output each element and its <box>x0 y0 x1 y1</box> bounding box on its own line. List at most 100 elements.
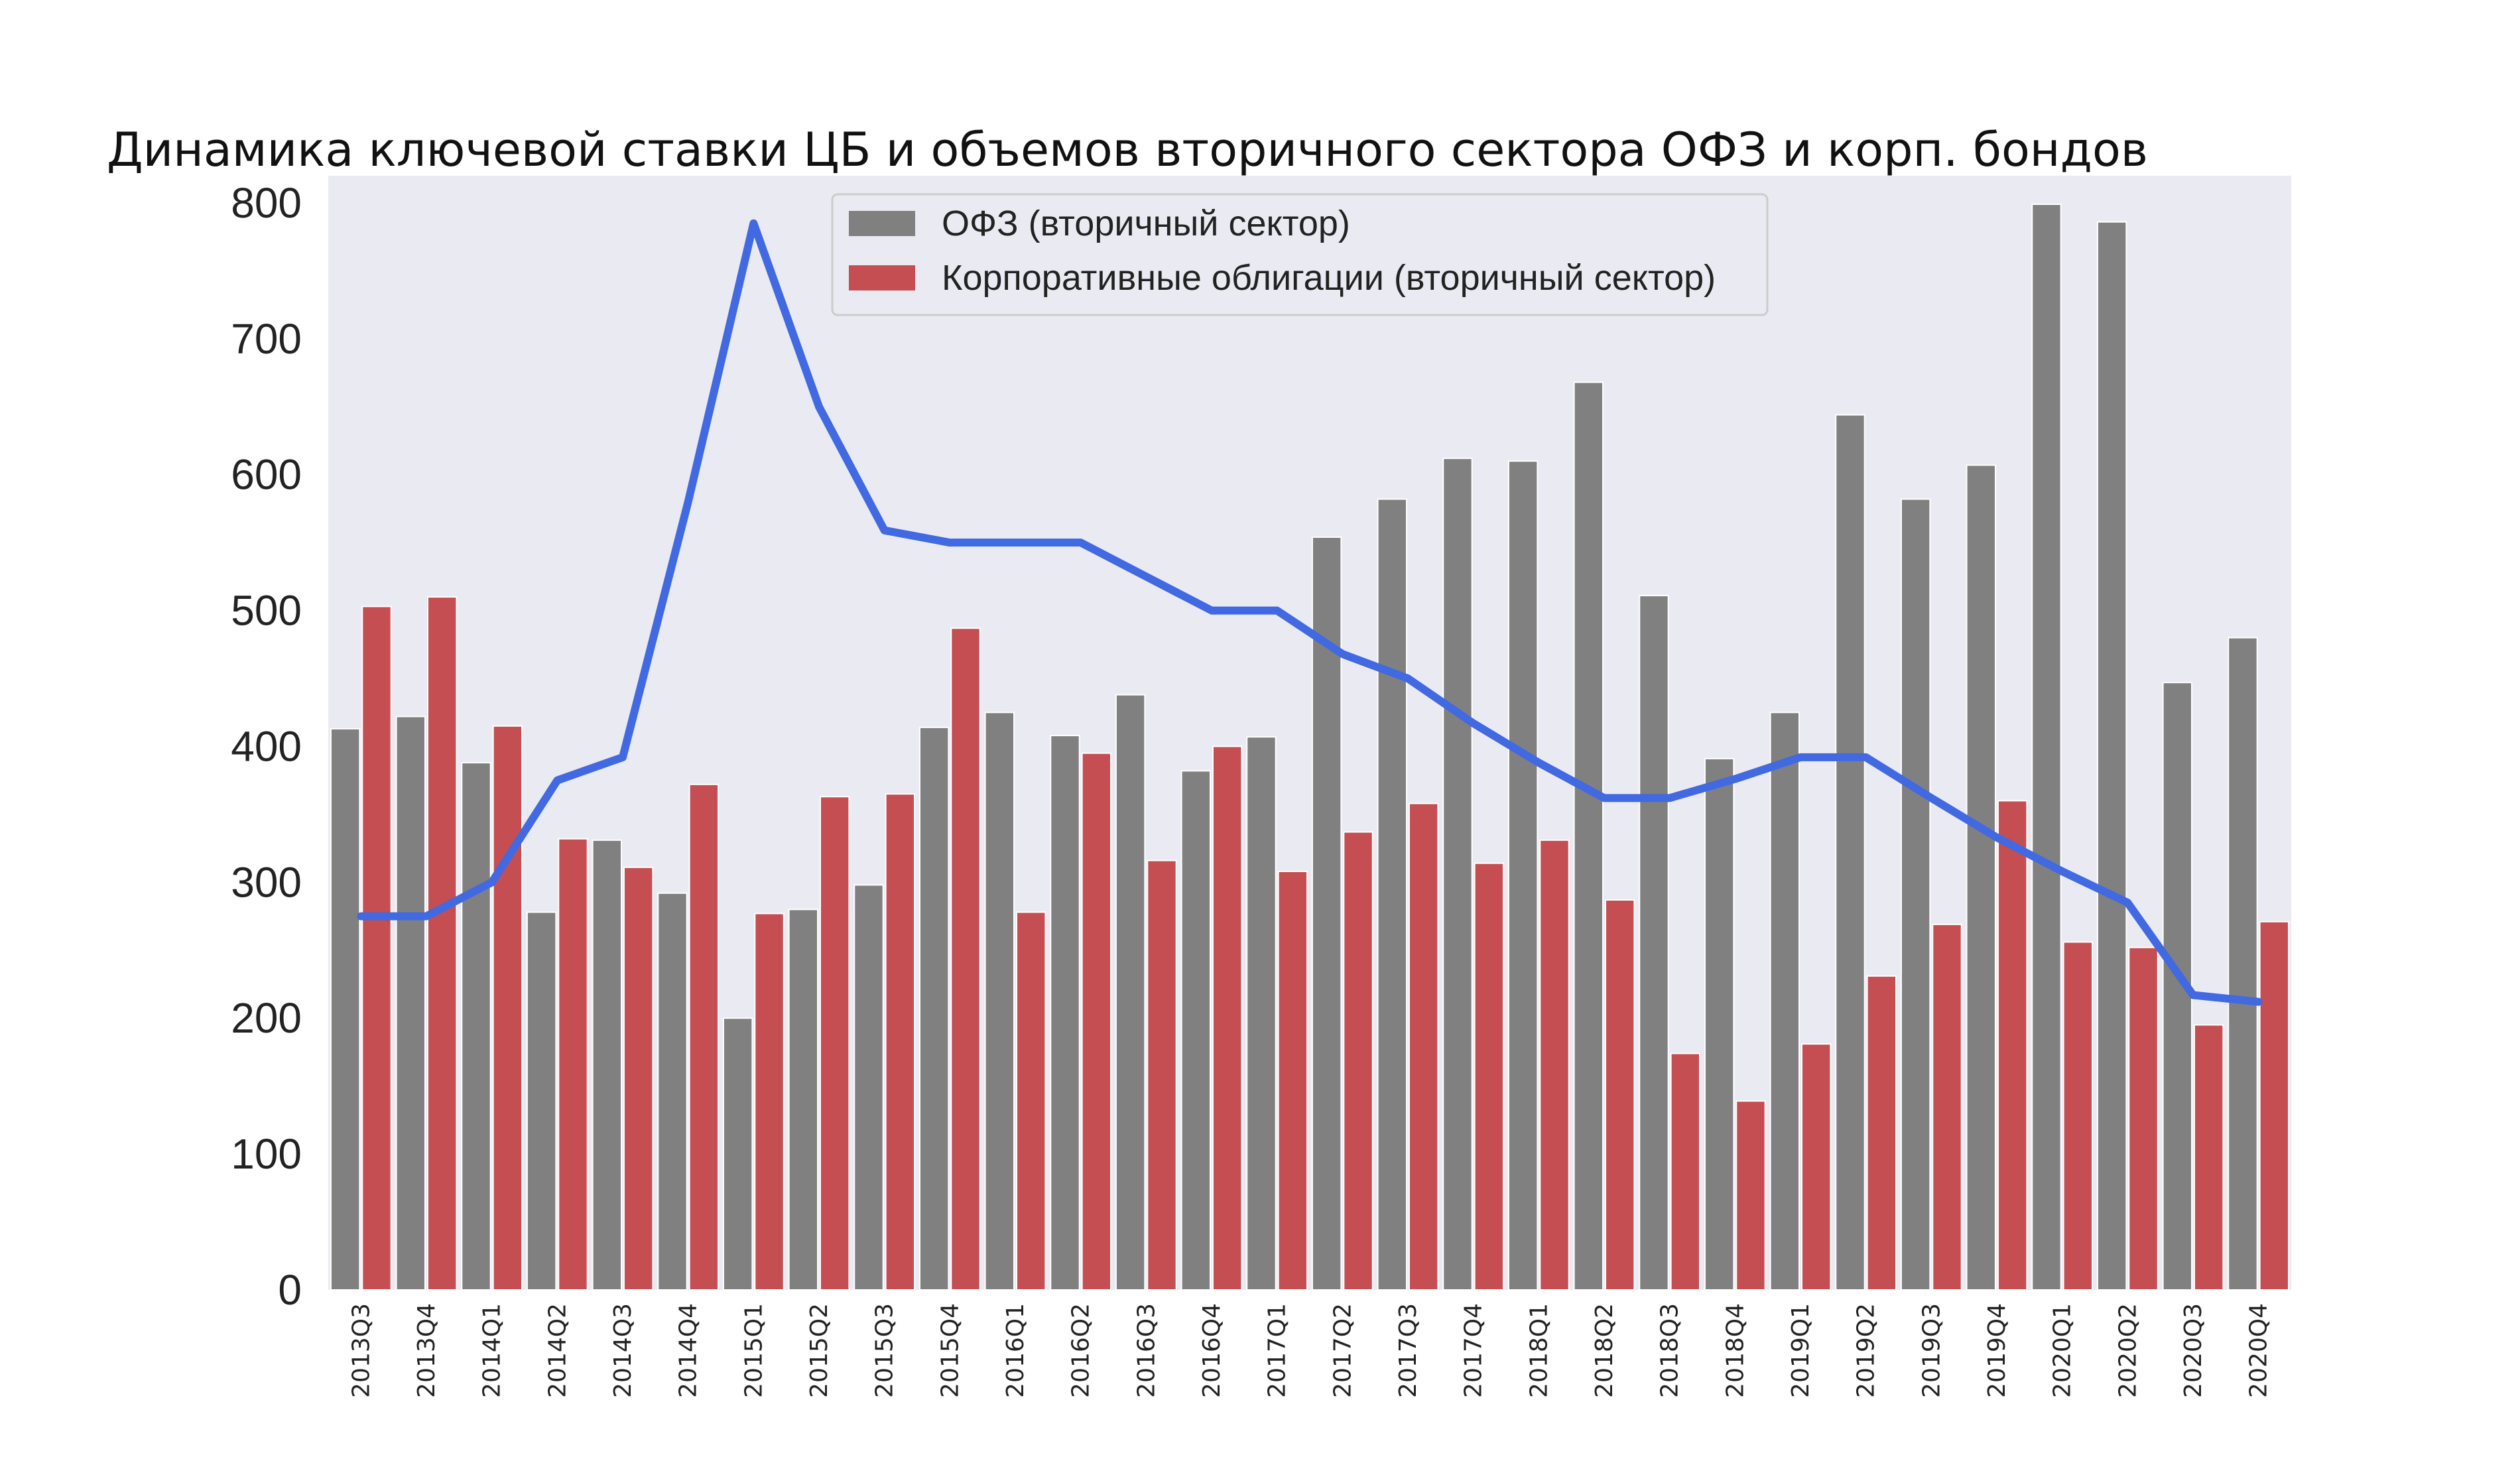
bar-corporate <box>1474 862 1505 1291</box>
bar-ofz <box>1115 694 1146 1291</box>
x-tick-label: 2014Q2 <box>544 1303 571 1398</box>
x-axis: 2013Q3 2013Q4 2014Q1 2014Q2 2014Q3 2014Q4 2015… <box>347 1303 2272 1398</box>
x-tick-label: 2020Q3 <box>2180 1303 2207 1398</box>
x-tick-label: 2020Q4 <box>2245 1303 2273 1398</box>
x-tick-label: 2016Q4 <box>1198 1303 1226 1398</box>
bar-corporate <box>1932 923 1962 1291</box>
bar-corporate <box>754 913 785 1291</box>
bar-ofz <box>1835 414 1865 1291</box>
bar-ofz <box>1704 757 1735 1291</box>
y-tick-label: 800 <box>231 179 302 227</box>
bar-ofz <box>1180 770 1212 1291</box>
bar-ofz <box>395 716 426 1291</box>
bar-ofz <box>1246 736 1277 1291</box>
bar-ofz <box>984 712 1015 1291</box>
y-tick-label: 400 <box>231 722 302 770</box>
legend-swatch-ofz <box>849 211 915 236</box>
bar-corporate <box>492 725 523 1291</box>
x-tick-label: 2016Q3 <box>1133 1303 1160 1398</box>
bar-ofz <box>1507 460 1539 1291</box>
bar-corporate <box>2259 920 2290 1291</box>
bar-corporate <box>1997 800 2028 1291</box>
bar-corporate <box>1604 899 1635 1291</box>
bar-corporate <box>950 627 981 1291</box>
bar-corporate <box>1670 1052 1701 1291</box>
bar-ofz <box>2162 682 2193 1291</box>
y-tick-label: 500 <box>231 587 302 635</box>
bar-ofz <box>1377 498 1408 1291</box>
bar-ofz <box>2228 637 2258 1291</box>
bar-corporate <box>819 796 850 1291</box>
bar-ofz <box>1442 458 1473 1291</box>
x-tick-label: 2017Q4 <box>1460 1303 1487 1398</box>
x-tick-label: 2014Q1 <box>479 1303 506 1398</box>
key-rate-line <box>357 219 2263 1006</box>
bar-ofz <box>1311 536 1342 1291</box>
bar-corporate <box>558 838 588 1291</box>
bar-corporate <box>1800 1043 1832 1291</box>
x-tick-label: 2017Q2 <box>1329 1303 1356 1398</box>
bar-corporate <box>1343 831 1373 1291</box>
x-tick-label: 2014Q4 <box>675 1303 702 1398</box>
bar-ofz <box>657 892 688 1291</box>
y-tick-label: 0 <box>278 1266 302 1314</box>
x-tick-label: 2020Q1 <box>2049 1303 2076 1398</box>
x-tick-label: 2017Q3 <box>1395 1303 1422 1398</box>
y-tick-label: 700 <box>231 315 302 363</box>
bar-ofz <box>461 762 491 1291</box>
x-tick-label: 2015Q1 <box>740 1303 767 1398</box>
bar-ofz <box>526 911 557 1291</box>
bar-corporate <box>885 793 916 1291</box>
bars <box>330 204 2290 1291</box>
bar-ofz <box>2031 204 2062 1291</box>
x-tick-label: 2015Q4 <box>936 1303 964 1398</box>
bar-corporate <box>1866 975 1897 1291</box>
key-rate-line-path <box>357 219 2263 1006</box>
bar-corporate <box>426 596 458 1291</box>
legend: ОФЗ (вторичный сектор) Корпоративные обл… <box>831 193 1769 316</box>
bar-ofz <box>1639 595 1669 1291</box>
bar-corporate <box>1735 1100 1766 1291</box>
bar-ofz <box>1573 381 1604 1291</box>
bar-ofz <box>853 884 884 1291</box>
bar-corporate <box>1081 752 1112 1291</box>
plot-background <box>328 176 2291 1290</box>
bar-corporate <box>1212 745 1243 1291</box>
chart-title: Динамика ключевой ставки ЦБ и объемов вт… <box>107 123 2148 177</box>
bar-corporate <box>2193 1024 2224 1291</box>
bar-corporate <box>1408 802 1439 1291</box>
x-tick-label: 2019Q3 <box>1918 1303 1945 1398</box>
x-tick-label: 2013Q4 <box>413 1303 440 1398</box>
bar-corporate <box>361 605 392 1291</box>
bar-ofz <box>788 909 819 1291</box>
x-tick-label: 2019Q4 <box>1984 1303 2011 1398</box>
bar-ofz <box>1050 735 1080 1291</box>
x-tick-label: 2018Q4 <box>1722 1303 1749 1398</box>
x-tick-label: 2018Q2 <box>1591 1303 1618 1398</box>
x-tick-label: 2019Q1 <box>1787 1303 1814 1398</box>
legend-label-ofz: ОФЗ (вторичный сектор) <box>942 204 1350 243</box>
bar-ofz <box>592 839 623 1291</box>
bar-corporate <box>1539 839 1570 1291</box>
x-tick-label: 2017Q1 <box>1264 1303 1291 1398</box>
bar-ofz <box>722 1017 753 1291</box>
bar-corporate <box>2062 941 2094 1291</box>
x-tick-label: 2020Q2 <box>2114 1303 2141 1398</box>
y-tick-label: 100 <box>231 1130 302 1178</box>
bar-ofz <box>2096 221 2127 1291</box>
bar-corporate <box>2128 946 2159 1291</box>
bar-corporate <box>1015 911 1046 1291</box>
x-tick-label: 2016Q1 <box>1002 1303 1029 1398</box>
x-tick-label: 2018Q3 <box>1657 1303 1684 1398</box>
x-tick-label: 2013Q3 <box>347 1303 375 1398</box>
bar-corporate <box>1147 859 1177 1291</box>
x-tick-label: 2016Q2 <box>1068 1303 1095 1398</box>
x-tick-label: 2018Q1 <box>1525 1303 1552 1398</box>
x-tick-label: 2014Q3 <box>609 1303 637 1398</box>
y-tick-label: 300 <box>231 858 302 906</box>
bar-ofz <box>1966 464 1997 1291</box>
x-tick-label: 2015Q3 <box>871 1303 899 1398</box>
x-tick-label: 2015Q2 <box>806 1303 833 1398</box>
y-axis: 0 100 200 300 400 500 600 700 800 <box>231 179 302 1314</box>
